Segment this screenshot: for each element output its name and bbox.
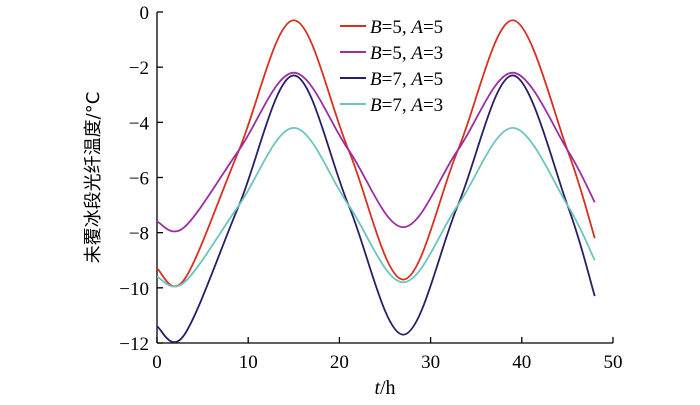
x-axis-title: t/h [374,377,395,399]
series-line-4 [156,126,596,288]
y-tick-label: −12 [119,334,149,355]
x-axis-variable: t [374,377,380,399]
legend-label: B=5, A=3 [370,43,443,64]
legend-item: B=5, A=3 [340,43,443,64]
y-tick-label: −2 [129,58,149,79]
y-tick-label: 0 [140,3,150,24]
x-ticks: 0 10 20 30 40 50 [152,337,623,373]
y-ticks: 0 −2 −4 −6 −8 −10 −12 [119,3,163,355]
y-tick-label: −4 [129,113,150,134]
y-tick-label: −8 [129,224,149,245]
legend-label: B=7, A=3 [370,95,443,116]
x-tick-label: 30 [421,352,440,373]
x-tick-label: 50 [604,352,623,373]
y-tick-label: −10 [119,279,149,300]
series-line-3 [156,74,596,344]
x-tick-label: 40 [512,352,531,373]
x-axis-unit: /h [380,377,396,399]
series-lines [156,19,596,344]
legend-label: B=7, A=5 [370,69,443,90]
legend: B=5, A=5 B=5, A=3 B=7, A=5 B=7, A=3 [340,17,443,116]
y-tick-label: −6 [129,169,149,190]
plot-area: 0 10 20 30 40 50 0 −2 −4 −6 −8 −10 −12 [119,3,622,373]
y-axis-title: 未覆冰段光纤温度/°C [83,92,104,264]
legend-item: B=5, A=5 [340,17,443,38]
legend-label: B=5, A=5 [370,17,443,38]
x-tick-label: 20 [330,352,349,373]
x-tick-label: 10 [239,352,258,373]
legend-item: B=7, A=5 [340,69,443,90]
legend-item: B=7, A=3 [340,95,443,116]
series-line-1 [156,19,596,288]
x-tick-label: 0 [152,352,162,373]
series-line-2 [156,71,596,233]
